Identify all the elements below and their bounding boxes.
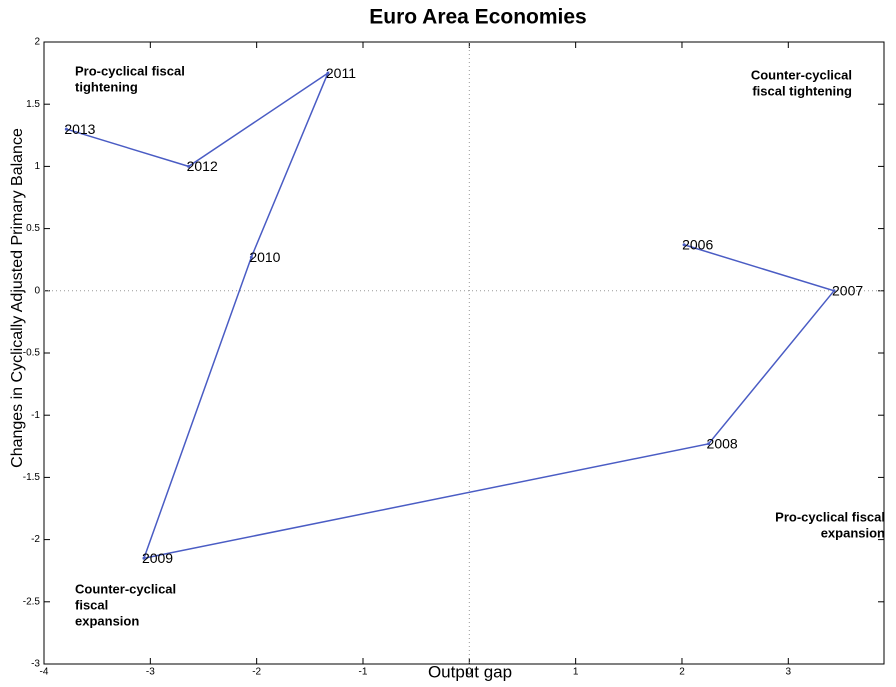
plot-frame (43, 41, 885, 665)
annotation: Counter-cyclical (75, 581, 176, 596)
point-label: 2010 (249, 249, 280, 265)
x-tick-label: -3 (146, 667, 155, 678)
data-line (66, 71, 836, 560)
point-label: 2011 (326, 65, 356, 81)
x-tick-label: -2 (252, 667, 261, 678)
point-label: 2007 (832, 283, 863, 299)
x-tick-label: 3 (786, 667, 792, 678)
chart-title: Euro Area Economies (369, 6, 586, 29)
y-tick-label: 2 (34, 37, 40, 48)
x-tick-label: 0 (467, 667, 473, 678)
x-tick-label: -4 (40, 667, 49, 678)
data-point (326, 71, 330, 75)
data-point (142, 556, 146, 560)
data-point (64, 127, 68, 131)
point-label: 2006 (682, 236, 713, 252)
y-axis-label: Changes in Cyclically Adjusted Primary B… (9, 128, 26, 468)
y-tick-label: 0 (34, 285, 40, 296)
y-tick-label: -2 (31, 534, 40, 545)
y-tick-label: -0.5 (23, 348, 41, 359)
data-point (682, 243, 686, 247)
data-point (249, 255, 253, 259)
annotation: Pro-cyclical fiscal (775, 509, 885, 524)
x-tick-label: 1 (573, 667, 579, 678)
data-point (187, 164, 191, 168)
point-label: 2012 (187, 158, 218, 174)
x-tick-label: 2 (679, 667, 685, 678)
y-tick-label: -3 (31, 659, 40, 670)
annotation: expansion (75, 613, 139, 628)
y-tick-label: -1.5 (23, 472, 41, 483)
x-tick-label: -1 (359, 667, 368, 678)
point-label: 2008 (707, 436, 738, 452)
y-tick-label: 1 (34, 161, 40, 172)
annotation: Counter-cyclical (751, 67, 852, 82)
point-label: 2009 (142, 550, 173, 566)
y-tick-label: -1 (31, 410, 40, 421)
y-tick-label: 0.5 (26, 223, 40, 234)
data-point (832, 289, 836, 293)
y-tick-label: 1.5 (26, 99, 40, 110)
annotation: fiscal tightening (752, 83, 852, 98)
point-label: 2013 (64, 121, 95, 137)
y-tick-label: -2.5 (23, 596, 41, 607)
annotation: fiscal (75, 597, 108, 612)
annotation: tightening (75, 79, 138, 94)
data-point (707, 442, 711, 446)
annotation: expansion (821, 525, 885, 540)
annotation: Pro-cyclical fiscal (75, 63, 185, 78)
x-axis-label: Output gap (428, 662, 512, 681)
